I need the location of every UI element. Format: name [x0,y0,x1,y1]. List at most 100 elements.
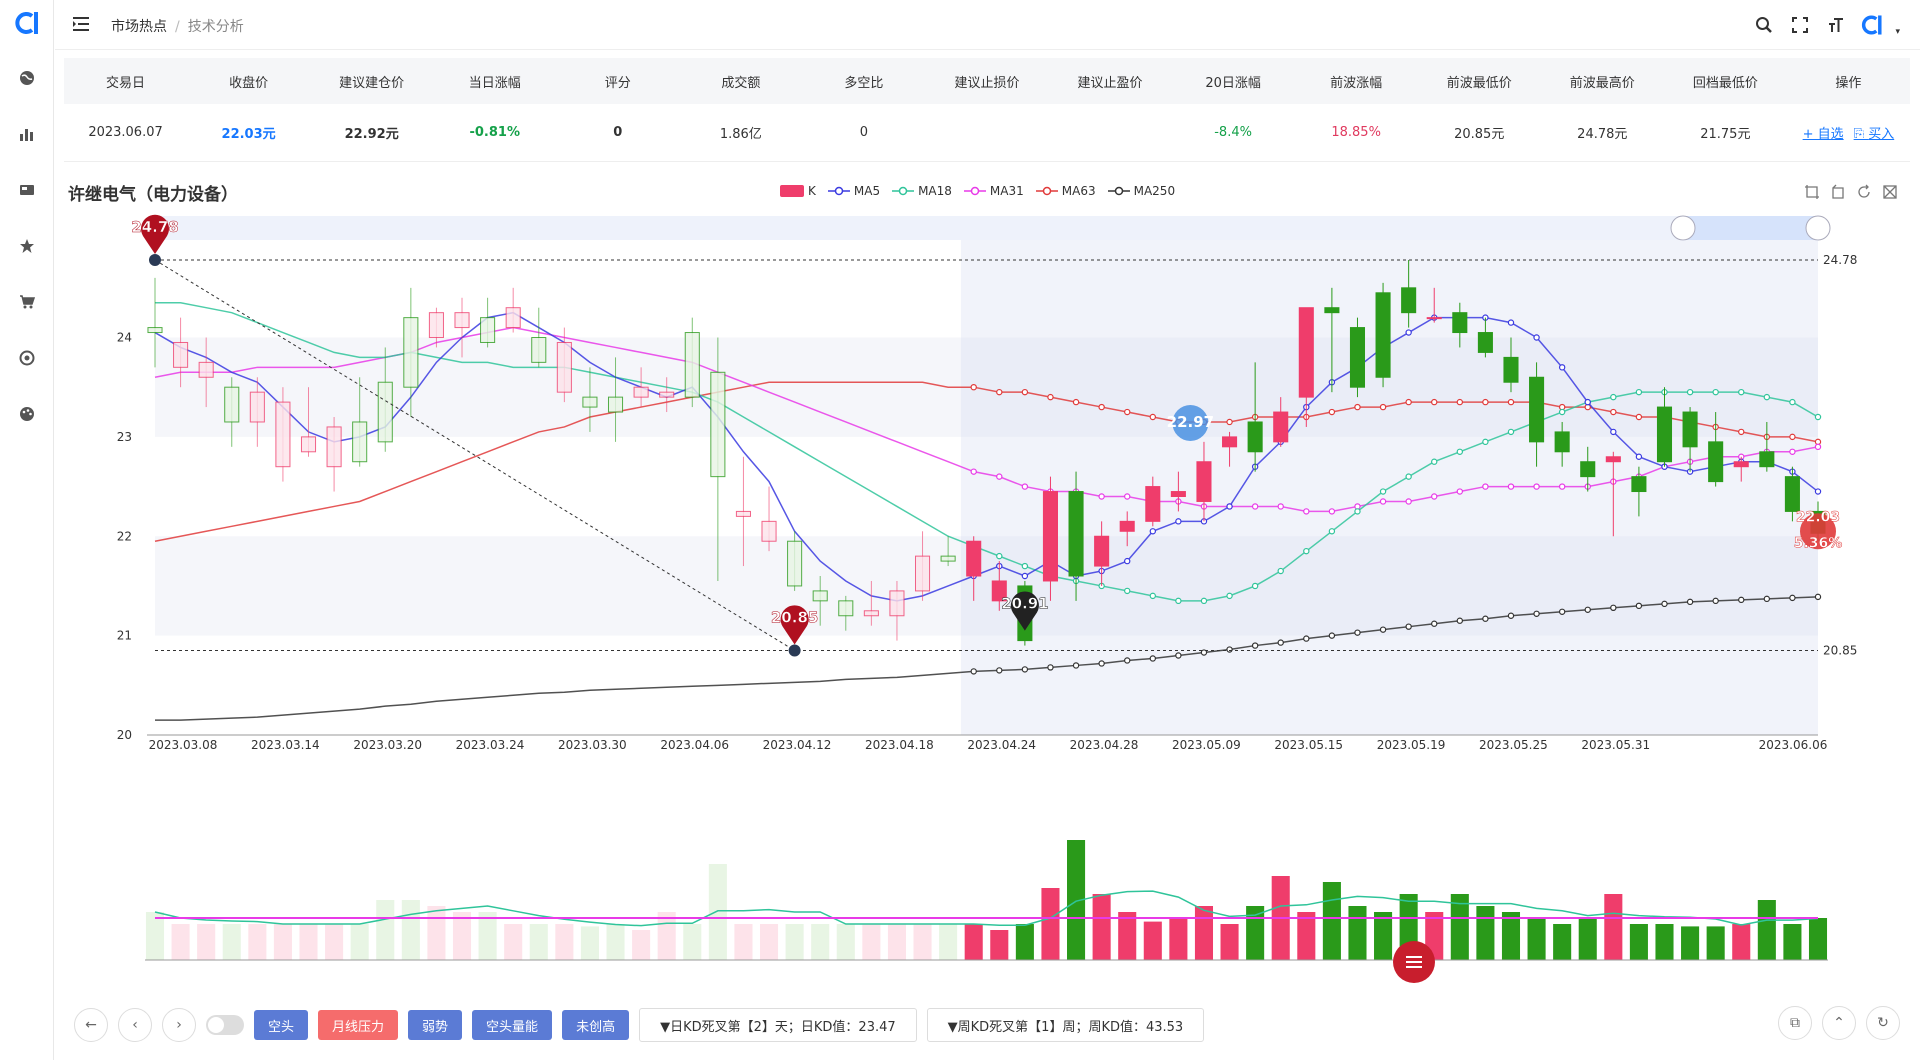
legend-ma250[interactable]: MA250 [1107,184,1175,198]
restore-icon[interactable] [1856,184,1872,200]
tag-bearish-volume[interactable]: 空头量能 [472,1010,553,1040]
candle-body [812,590,828,602]
app-logo[interactable] [12,8,42,38]
nav-news[interactable] [0,170,54,210]
volume-bar [836,924,855,960]
breadcrumb-current: 技术分析 [187,19,244,35]
ma18-line-point [1686,388,1694,396]
nav-star[interactable] [0,226,54,266]
zoom-reset-icon[interactable] [1830,184,1846,200]
low-marker-shape [780,605,809,645]
candle-body [1784,476,1800,512]
volume-bar [1297,912,1316,960]
table-header: 交易日 收盘价 建议建仓价 当日涨幅 评分 成交额 多空比 建议止损价 建议止盈… [64,58,1910,104]
legend-ma63[interactable]: MA63 [1035,184,1096,198]
ma18-line-point [1124,587,1131,595]
candle-body [1094,535,1110,567]
legend-k[interactable]: K [780,184,816,198]
font-size-button[interactable] [1823,12,1849,38]
legend-ma18[interactable]: MA18 [892,184,952,198]
search-icon [1756,17,1773,33]
navigator-handle-right [1805,215,1831,241]
chart-menu-button[interactable] [1393,941,1435,983]
grid-band [155,536,1818,636]
ma18-line-point [1405,473,1412,480]
legend-ma63-swatch [1035,186,1058,196]
bar-chart-icon [20,129,33,141]
ma5-line-point [1175,518,1182,525]
zoom-select-icon[interactable] [1804,184,1820,200]
stock-chart[interactable]: 24 23 22 21 20 2023.03.08 2023.03.14 2023.03.20… [0,200,1920,1000]
add-watch-link[interactable]: + 自选 [1802,127,1844,142]
ma5-line [154,311,1819,602]
candle-body [480,317,496,343]
user-avatar[interactable] [1859,12,1885,38]
nav-globe[interactable] [0,58,54,98]
font-size-icon [1829,18,1844,32]
candle-body [300,436,317,453]
nav-target[interactable] [0,338,54,378]
volume-bar [1067,840,1086,960]
volume-bar [350,924,369,960]
ma250-line [155,596,1819,721]
ma250-line-point [1098,660,1105,667]
x-tick-label: 2023.03.14 [251,738,320,752]
y-tick-label: 22 [117,529,132,543]
ma5-line-point [1533,334,1540,341]
tag-monthly-pressure[interactable]: 月线压力 [318,1010,399,1040]
tag-weak[interactable]: 弱势 [408,1010,463,1040]
buy-link[interactable]: ⎘ 买入 [1854,127,1895,142]
toggle-switch[interactable] [206,1015,244,1035]
x-tick-label: 2023.05.31 [1581,738,1650,752]
candle-body [556,341,572,393]
candle-body [1119,520,1135,532]
ma18-line-point [1456,448,1464,455]
menu-toggle-icon[interactable] [71,14,91,34]
ma18-line-point [1328,528,1336,535]
cell-pullback-low: 21.75元 [1700,127,1751,142]
ma63-line-point [1021,388,1029,396]
legend-ma31[interactable]: MA31 [963,184,1024,198]
next-button[interactable]: › [162,1008,196,1042]
search-button[interactable] [1751,12,1777,38]
ma250-line-point [1072,662,1080,669]
ma63-line-point [1738,428,1745,436]
table-header-cell: 成交额 [721,75,761,91]
ma250-line-point [1763,595,1771,603]
breadcrumb-parent[interactable]: 市场热点 [111,19,167,35]
nav-cart[interactable] [0,282,54,322]
nav-chart[interactable] [0,114,54,154]
ma31-line-point [1789,448,1796,455]
candle-body [1196,461,1212,502]
back-button[interactable]: ← [74,1008,108,1042]
tag-no-new-high[interactable]: 未创高 [562,1010,630,1040]
copy-button[interactable]: ⧉ [1778,1006,1812,1040]
tag-bearish[interactable]: 空头 [254,1010,309,1040]
refresh-button[interactable]: ↻ [1866,1006,1900,1040]
scroll-top-button[interactable]: ⌃ [1822,1006,1856,1040]
dropdown-caret-icon[interactable]: ▾ [1895,27,1900,37]
candle-body [1529,376,1545,443]
candle-body [326,426,342,468]
nav-palette[interactable] [0,394,54,434]
ma31-line-point [1328,508,1336,515]
table-header-cell: 建议止损价 [954,75,1020,91]
ma250-line-point [1047,664,1054,671]
ma18-line-point [1354,508,1361,515]
prev-button[interactable]: ‹ [118,1008,152,1042]
chart-legend: K MA5 MA18 MA31 MA63 MA250 [780,184,1175,198]
volume-bar [1246,906,1265,960]
legend-ma5[interactable]: MA5 [827,184,880,198]
volume-bar [1041,888,1060,960]
y-tick-label: 20 [117,728,132,742]
candle-body [173,341,189,368]
volume-bar [1322,882,1341,960]
candle-body [1503,356,1519,383]
volume-bar [555,924,574,960]
volume-bar [1604,894,1623,960]
volume-bar [1348,906,1367,960]
fullscreen-button[interactable] [1787,12,1813,38]
x-tick-label: 2023.05.09 [1172,738,1241,752]
save-image-icon[interactable] [1882,184,1898,200]
volume-bar [887,924,906,960]
